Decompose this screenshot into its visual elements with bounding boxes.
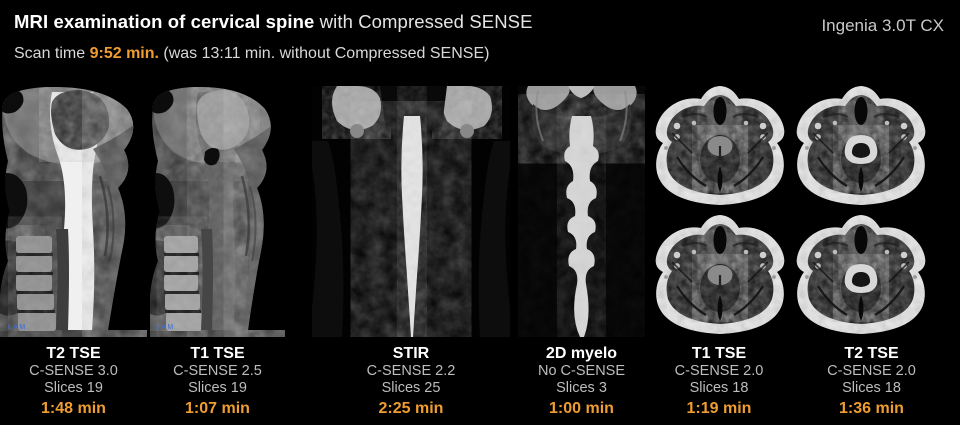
svg-text:L A M: L A M <box>8 324 25 331</box>
svg-text:L A M: L A M <box>156 324 173 331</box>
